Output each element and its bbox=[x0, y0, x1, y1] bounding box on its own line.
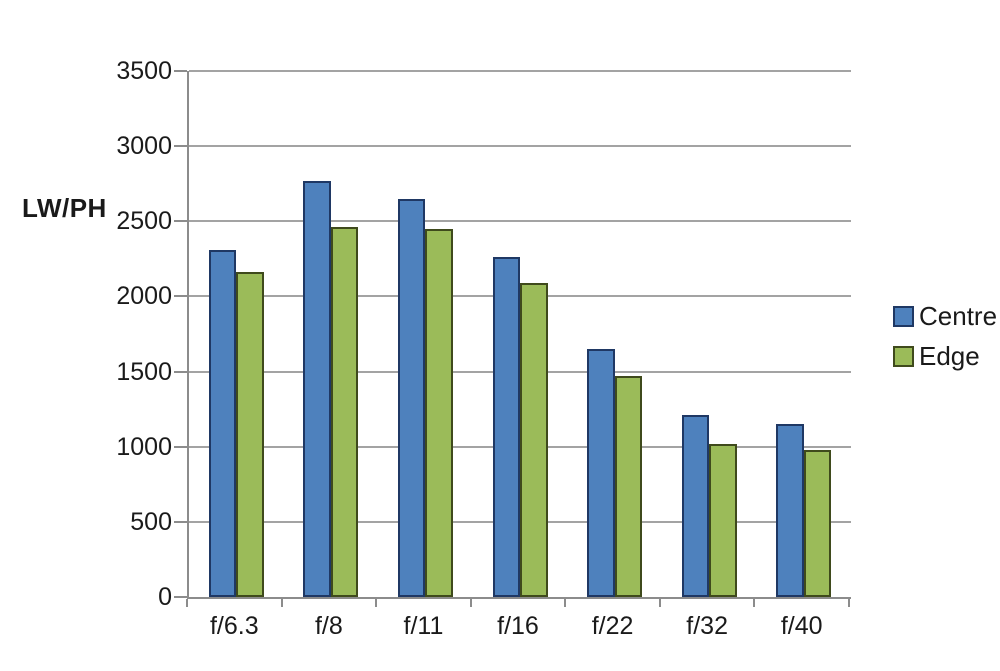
x-tick-label-f/32: f/32 bbox=[686, 612, 728, 640]
y-axis-title: LW/PH bbox=[22, 193, 107, 223]
bar-centre-f/22 bbox=[587, 349, 615, 597]
y-tick-label-2500: 2500 bbox=[116, 207, 172, 236]
bar-centre-f/6.3 bbox=[208, 249, 237, 597]
y-tick-label-3500: 3500 bbox=[116, 57, 172, 85]
y-axis-tick bbox=[174, 295, 187, 298]
x-axis-tick bbox=[469, 599, 472, 607]
y-tick-label-2000: 2000 bbox=[116, 282, 172, 311]
x-tick-label-f/40: f/40 bbox=[780, 612, 823, 640]
x-tick-label-f/8: f/8 bbox=[314, 612, 343, 640]
legend-label: Edge bbox=[919, 341, 980, 371]
y-axis-tick bbox=[174, 70, 187, 72]
bar-centre-f/16 bbox=[492, 257, 520, 597]
bar-edge-f/11 bbox=[425, 228, 453, 597]
x-axis-tick bbox=[658, 599, 661, 607]
legend-entry-centre: Centre bbox=[893, 302, 997, 330]
x-tick-label-f/16: f/16 bbox=[497, 612, 539, 640]
bar-centre-f/8 bbox=[303, 180, 331, 597]
bar-edge-f/40 bbox=[803, 449, 832, 597]
bar-edge-f/16 bbox=[520, 282, 548, 597]
bar-edge-f/8 bbox=[330, 227, 359, 597]
bar-edge-f/32 bbox=[709, 443, 737, 597]
gridline-3000 bbox=[189, 145, 851, 148]
y-tick-label-3000: 3000 bbox=[116, 132, 172, 161]
bar-edge-f/22 bbox=[614, 376, 643, 597]
x-tick-label-f/22: f/22 bbox=[591, 612, 634, 640]
plot-area bbox=[187, 70, 851, 599]
bar-centre-f/40 bbox=[776, 424, 804, 597]
legend-marker-icon bbox=[893, 345, 914, 367]
y-axis-tick bbox=[174, 596, 187, 598]
x-axis-tick bbox=[753, 599, 756, 607]
legend: Centre Edge bbox=[893, 302, 997, 370]
y-axis-tick bbox=[174, 370, 187, 373]
x-axis-tick bbox=[280, 599, 283, 607]
x-tick-label-f/6.3: f/6.3 bbox=[209, 612, 259, 640]
gridline-2500 bbox=[189, 220, 851, 223]
legend-label: Centre bbox=[919, 301, 998, 331]
y-tick-label-0: 0 bbox=[158, 583, 172, 611]
bar-centre-f/11 bbox=[397, 198, 426, 597]
x-axis-tick bbox=[848, 599, 850, 607]
gridline-3500 bbox=[189, 70, 851, 72]
y-axis-tick bbox=[174, 145, 187, 148]
bar-centre-f/32 bbox=[681, 415, 710, 597]
y-tick-label-1000: 1000 bbox=[116, 432, 172, 461]
x-axis-tick bbox=[375, 599, 378, 607]
y-axis-tick bbox=[174, 520, 187, 523]
y-tick-label-1500: 1500 bbox=[116, 357, 172, 386]
y-tick-label-500: 500 bbox=[130, 507, 172, 536]
y-axis-tick bbox=[174, 445, 187, 448]
legend-marker-icon bbox=[893, 305, 914, 327]
x-axis-tick bbox=[564, 599, 567, 607]
legend-entry-edge: Edge bbox=[893, 342, 997, 370]
bar-edge-f/6.3 bbox=[236, 272, 264, 597]
x-axis-tick bbox=[186, 599, 188, 607]
x-tick-label-f/11: f/11 bbox=[403, 612, 444, 640]
y-axis-tick bbox=[174, 220, 187, 223]
